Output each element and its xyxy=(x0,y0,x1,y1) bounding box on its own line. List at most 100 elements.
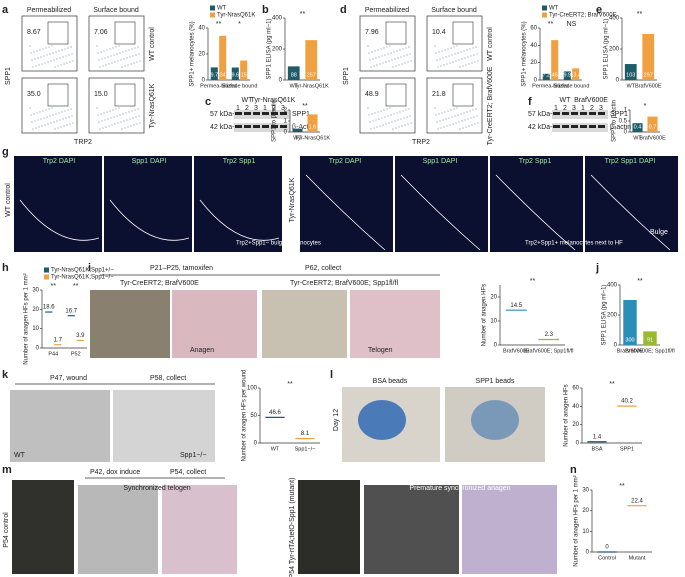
event-dot xyxy=(64,48,66,50)
bar xyxy=(307,114,318,132)
event-dot xyxy=(457,52,459,54)
y-tick-label: 10 xyxy=(32,326,39,332)
event-dot xyxy=(395,127,397,129)
y-tick-label: 1 xyxy=(284,119,288,125)
value-label: 13.4 xyxy=(570,72,581,78)
image-title: Trp2 Spp1 DAPI xyxy=(605,158,656,165)
x-tick-label: Control xyxy=(598,555,616,561)
band xyxy=(235,125,242,128)
event-dot xyxy=(474,123,476,125)
value-label: 103 xyxy=(626,72,635,78)
event-dot xyxy=(68,54,70,56)
y-tick-label: 0 xyxy=(494,343,498,349)
band xyxy=(262,112,269,115)
y-axis-label: Number of anagen HFs per 1 mm² xyxy=(24,273,30,364)
gate-value: 10.4 xyxy=(432,29,446,36)
event-dot xyxy=(368,114,370,116)
event-dot xyxy=(42,110,44,112)
event-dot xyxy=(113,54,115,56)
event-dot xyxy=(104,57,106,59)
value-label: 0.4 xyxy=(634,124,642,130)
image xyxy=(462,485,557,574)
y-axis-label: SPP1+ melanocytes (%) xyxy=(190,21,196,86)
event-dot xyxy=(367,45,369,47)
y-tick-label: 20 xyxy=(572,422,579,428)
image xyxy=(364,485,459,574)
lane-label: 3 xyxy=(254,105,258,112)
event-dot xyxy=(451,116,453,118)
event-dot xyxy=(29,107,31,109)
flow-plot xyxy=(359,15,416,72)
gate xyxy=(47,21,69,45)
event-dot xyxy=(454,115,456,117)
event-dot xyxy=(42,48,44,50)
significance: ** xyxy=(73,283,79,290)
event-dot xyxy=(65,55,67,57)
event-dot xyxy=(398,64,400,66)
event-dot xyxy=(442,119,444,121)
event-dot xyxy=(400,118,402,120)
event-dot xyxy=(444,111,446,113)
image-title: SPP1 beads xyxy=(476,378,515,385)
marker-label: 57 kDa- xyxy=(210,111,235,118)
flow-plot xyxy=(21,15,78,72)
event-dot xyxy=(372,120,374,122)
event-dot xyxy=(406,54,408,56)
event-dot xyxy=(407,123,409,125)
event-dot xyxy=(394,120,396,122)
event-dot xyxy=(138,115,140,117)
event-dot xyxy=(59,57,61,59)
event-dot xyxy=(396,112,398,114)
event-dot xyxy=(50,60,52,62)
panel-letter: g xyxy=(2,146,9,158)
event-dot xyxy=(473,54,475,56)
bar xyxy=(647,116,658,132)
event-dot xyxy=(468,125,470,127)
event-dot xyxy=(468,63,470,65)
panel-letter: j xyxy=(595,262,599,274)
event-dot xyxy=(370,66,372,68)
band xyxy=(553,112,560,115)
hf-outline xyxy=(109,199,190,241)
event-dot xyxy=(395,65,397,67)
event-dot xyxy=(107,118,109,120)
event-dot xyxy=(444,49,446,51)
panel-letter: l xyxy=(330,369,333,381)
event-dot xyxy=(46,54,48,56)
event-dot xyxy=(34,120,36,122)
bar xyxy=(210,67,218,80)
y-tick-label: 0 xyxy=(284,130,288,136)
y-tick-label: 50 xyxy=(250,413,257,419)
flow-plot xyxy=(426,77,483,134)
y-tick-label: 1 xyxy=(624,108,628,114)
note: Trp2+Spp1+ melanocytes next to HF xyxy=(525,241,623,247)
group-label: BrafV600E xyxy=(574,97,608,104)
x-tick-label: BSA xyxy=(591,446,602,452)
event-dot xyxy=(72,122,74,124)
axis-label: SPP1 xyxy=(343,67,350,85)
event-dot xyxy=(138,53,140,55)
event-dot xyxy=(133,124,135,126)
event-dot xyxy=(409,115,411,117)
event-dot xyxy=(128,111,130,113)
lane-label: 1 xyxy=(554,105,558,112)
y-axis-label: SPP1+ melanocytes (%) xyxy=(522,21,528,86)
y-tick-label: 40 xyxy=(198,26,205,32)
gate xyxy=(452,21,474,45)
image xyxy=(298,480,360,574)
event-dot xyxy=(31,59,33,61)
event-dot xyxy=(450,47,452,49)
value-label: 0.7 xyxy=(649,124,657,130)
event-dot xyxy=(457,114,459,116)
row-label: WT control xyxy=(149,27,156,61)
event-dot xyxy=(439,120,441,122)
event-dot xyxy=(467,118,469,120)
panel-letter: a xyxy=(2,4,9,16)
event-dot xyxy=(368,52,370,54)
event-dot xyxy=(45,109,47,111)
event-dot xyxy=(440,127,442,129)
event-dot xyxy=(447,48,449,50)
image-title: Spp1 DAPI xyxy=(423,158,458,165)
hf-outline xyxy=(19,199,100,241)
row-label: WT control xyxy=(5,183,12,217)
